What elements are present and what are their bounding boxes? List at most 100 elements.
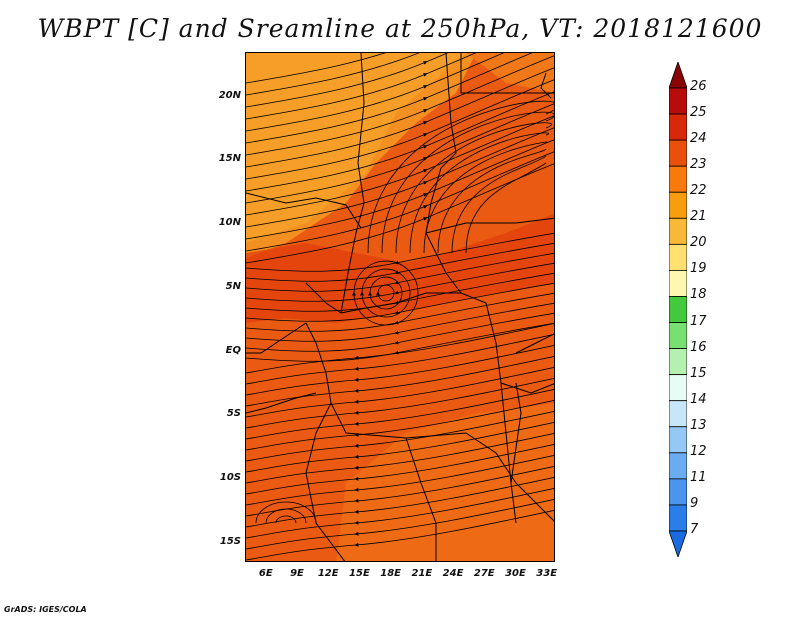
lon-label: 9E (290, 568, 304, 579)
lon-label: 30E (505, 568, 526, 579)
colorbar-top-arrow (669, 62, 687, 89)
streamline (246, 433, 554, 484)
map-field (246, 53, 554, 561)
lon-label: 21E (411, 568, 433, 579)
lat-label: 10S (219, 472, 241, 484)
colorbar-level-label: 25 (690, 105, 707, 121)
streamline (255, 501, 317, 524)
colorbar-swatch (669, 322, 687, 349)
streamline (246, 422, 554, 473)
streamline (246, 345, 554, 396)
streamline (395, 122, 552, 254)
colorbar-swatch (669, 270, 687, 297)
streamline (246, 389, 554, 440)
streamline (465, 162, 547, 254)
colorbar-level-label: 19 (690, 261, 707, 277)
colorbar-swatch (669, 452, 687, 480)
colorbar-swatch (669, 139, 687, 167)
lat-label: 20N (218, 89, 241, 101)
lat-label: 15N (218, 153, 241, 165)
streamline (367, 100, 554, 254)
colorbar-level-label: 13 (690, 417, 707, 433)
streamline (246, 127, 554, 228)
colorbar-level-label: 14 (690, 391, 707, 407)
streamline (451, 155, 547, 254)
colorbar-level-label: 15 (690, 365, 707, 381)
streamline (246, 488, 554, 539)
streamline (246, 302, 554, 342)
streamline (246, 67, 554, 168)
streamline (359, 268, 411, 318)
streamline (246, 477, 554, 528)
lon-label: 15E (349, 568, 370, 579)
lat-label: 15S (219, 535, 241, 547)
credit-label: GrADS: IGES/COLA (4, 605, 87, 614)
colorbar-level-label: 9 (690, 495, 699, 511)
colorbar-level-label: 17 (690, 313, 707, 329)
streamline (246, 91, 554, 192)
chart-title: WBPT [C] and Sreamline at 250hPa, VT: 20… (37, 14, 763, 43)
colorbar-bottom-arrow (669, 530, 687, 557)
streamline (246, 232, 554, 272)
colorbar-level-label: 26 (690, 79, 707, 94)
colorbar-level-label: 22 (690, 183, 707, 199)
streamline (246, 262, 554, 302)
streamline (381, 111, 554, 254)
colorbar (669, 62, 687, 557)
streamline (246, 455, 554, 506)
streamline (246, 53, 420, 96)
streamline (246, 323, 554, 374)
colorbar-swatch (669, 478, 687, 506)
lon-label: 24E (442, 568, 464, 579)
streamline (246, 510, 554, 561)
streamline (246, 411, 554, 462)
lon-label: 12E (317, 568, 339, 579)
streamline (437, 148, 547, 254)
streamlines (246, 53, 554, 561)
streamline (246, 499, 554, 550)
streamline (246, 312, 554, 352)
streamline (246, 378, 554, 429)
streamline (246, 139, 554, 240)
wbpt-shading-deep (246, 213, 554, 323)
colorbar-swatch (669, 426, 687, 454)
map-panel (245, 52, 555, 562)
lon-label: 27E (473, 568, 495, 579)
lon-label: 6E (258, 568, 273, 579)
colorbar-swatch (669, 374, 687, 402)
lat-label: 5S (226, 408, 241, 420)
colorbar-swatch (669, 348, 687, 376)
streamline (367, 276, 403, 310)
colorbar-level-label: 11 (690, 469, 707, 485)
streamline (246, 53, 505, 132)
streamline (246, 151, 554, 252)
streamline (375, 284, 395, 302)
streamline (246, 53, 533, 144)
streamline (423, 141, 548, 254)
streamline (246, 163, 554, 264)
lon-label: 33E (536, 568, 558, 579)
streamline (246, 282, 554, 322)
streamline (246, 53, 477, 120)
country-borders (246, 53, 554, 561)
streamline (246, 79, 554, 180)
streamline (246, 252, 554, 292)
streamline (246, 53, 387, 84)
colorbar-level-label: 18 (690, 287, 707, 303)
wbpt-shading-light-ne (466, 53, 554, 93)
colorbar-level-label: 20 (690, 235, 707, 251)
colorbar-swatch (669, 165, 687, 193)
lon-label: 18E (380, 568, 401, 579)
colorbar-level-label: 16 (690, 339, 707, 355)
colorbar-swatch (669, 87, 687, 115)
streamline (265, 508, 307, 524)
streamline (246, 292, 554, 332)
streamline (246, 400, 554, 451)
colorbar-swatch (669, 217, 687, 245)
streamline (246, 55, 554, 156)
streamline (409, 132, 550, 254)
colorbar-swatch (669, 296, 687, 323)
streamline (246, 53, 449, 108)
streamline (246, 444, 554, 495)
streamline (246, 334, 554, 385)
